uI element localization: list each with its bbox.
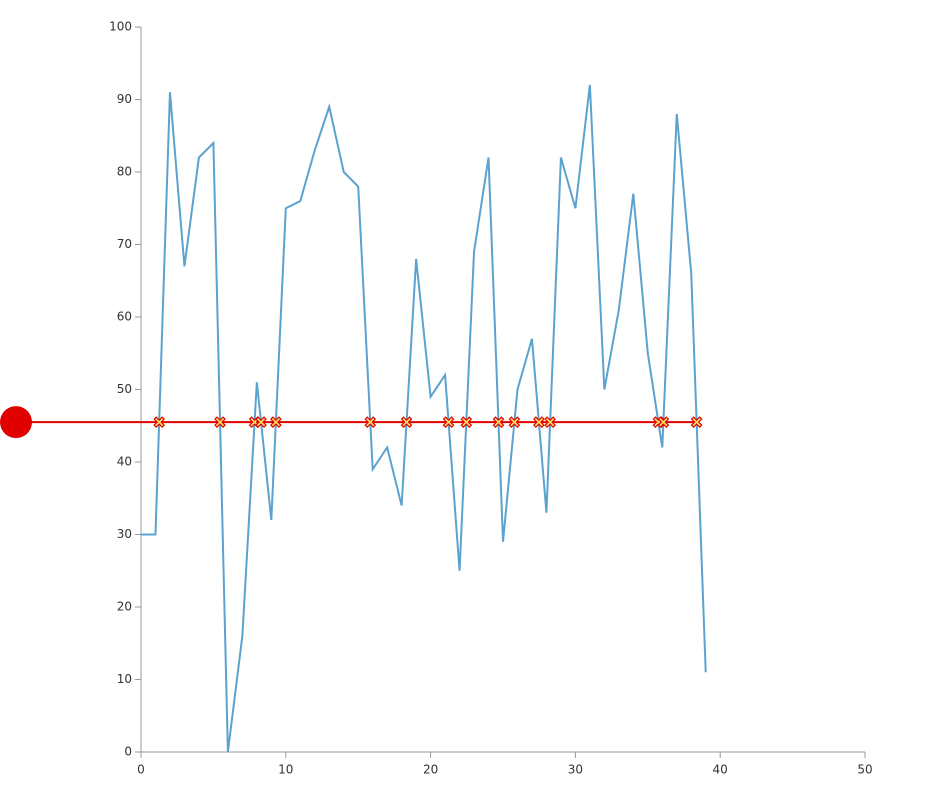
intersection-marker [400,416,413,428]
y-tick-label: 30 [117,527,132,541]
x-tick-label: 50 [857,763,872,777]
x-tick-label: 40 [713,763,728,777]
x-tick-label: 30 [568,763,583,777]
intersection-marker [657,416,670,428]
intersection-marker [533,416,545,428]
intersection-marker [690,416,703,428]
x-tick-label: 10 [278,763,293,777]
intersection-marker [460,416,473,428]
y-tick-label: 70 [117,237,132,251]
y-tick-label: 20 [117,600,132,614]
intersection-marker [364,416,377,428]
intersection-marker [153,416,166,428]
y-tick-label: 40 [117,455,132,469]
intersection-marker [214,416,226,428]
y-tick-label: 50 [117,382,132,396]
intersection-marker [255,416,267,428]
y-tick-label: 90 [117,92,132,106]
threshold-handle [0,406,32,439]
y-tick-label: 10 [117,672,132,686]
x-tick-label: 0 [137,763,145,777]
y-tick-label: 0 [124,745,132,759]
y-tick-label: 100 [109,20,132,34]
y-tick-label: 80 [117,165,132,179]
intersection-marker [508,416,521,428]
intersection-marker [492,416,505,428]
intersection-marker [270,416,282,428]
series-line [141,84,707,753]
intersection-marker [442,416,455,428]
y-tick-label: 60 [117,310,132,324]
intersection-marker [544,416,556,428]
x-tick-label: 20 [423,763,438,777]
